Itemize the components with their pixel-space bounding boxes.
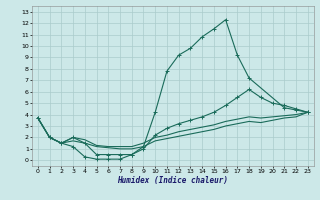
X-axis label: Humidex (Indice chaleur): Humidex (Indice chaleur) <box>117 176 228 185</box>
